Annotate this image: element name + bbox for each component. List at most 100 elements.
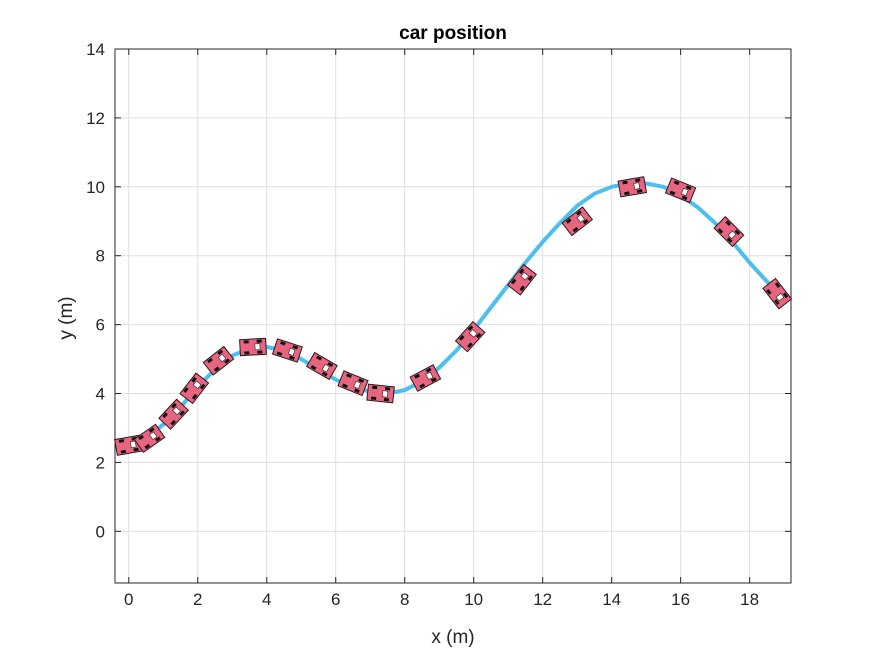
car-wheel <box>782 292 789 299</box>
car-marker <box>271 338 303 363</box>
car-wheel <box>384 386 391 391</box>
car-windshield <box>172 406 181 416</box>
x-tick-label: 10 <box>464 590 483 609</box>
car-body <box>561 206 594 237</box>
car-wheel <box>327 361 334 368</box>
car-wheel <box>207 357 213 364</box>
y-tick-label: 10 <box>86 178 105 197</box>
car-wheel <box>372 385 378 390</box>
car-body <box>305 351 338 381</box>
axes <box>114 48 792 584</box>
car-wheel <box>576 210 582 216</box>
car-wheel <box>191 376 197 383</box>
car-wheel <box>316 355 322 361</box>
car-windshield <box>727 230 737 240</box>
car-wheel <box>276 351 283 356</box>
car-wheel <box>257 350 263 354</box>
car-windshield <box>425 371 434 381</box>
x-tick-label: 16 <box>671 590 690 609</box>
car-wheel <box>766 288 772 295</box>
y-tick-label: 12 <box>86 109 105 128</box>
car-wheel <box>162 412 168 419</box>
car-windshield <box>353 380 362 389</box>
car-wheel <box>467 342 473 349</box>
car-wheel <box>342 383 348 389</box>
chart-title: car position <box>399 23 507 44</box>
car-marker <box>713 216 745 248</box>
car-wheel <box>213 366 220 372</box>
y-tick-label: 8 <box>96 247 105 266</box>
x-tick-label: 0 <box>124 590 133 609</box>
car-wheel <box>681 195 688 201</box>
x-tick-label: 2 <box>193 590 202 609</box>
car-windshield <box>775 292 785 302</box>
y-tick-label: 14 <box>86 40 105 59</box>
car-wheel <box>346 373 352 378</box>
car-wheel <box>383 397 390 402</box>
car-wheel <box>191 393 198 400</box>
car-wheel <box>669 190 676 196</box>
car-wheel <box>292 345 299 350</box>
car-wheel <box>717 228 724 234</box>
car-marker <box>454 320 486 353</box>
car-body <box>454 320 486 353</box>
car-wheel <box>358 378 364 383</box>
car-wheel <box>774 282 781 288</box>
car-body <box>179 372 210 405</box>
car-wheel <box>673 180 680 186</box>
car-wheel <box>179 410 185 417</box>
car-windshield <box>381 390 389 398</box>
car-wheel <box>244 351 250 355</box>
x-tick-label: 4 <box>262 590 271 609</box>
x-tick-label: 12 <box>533 590 552 609</box>
y-axis-label: y (m) <box>56 296 77 339</box>
car-wheel <box>624 191 630 196</box>
car-wheel <box>430 377 437 383</box>
car-wheel <box>636 189 643 193</box>
car-wheel <box>726 237 733 243</box>
car-wheel <box>243 340 249 344</box>
car-wheel <box>458 334 465 341</box>
y-tick-label: 4 <box>96 385 105 404</box>
car-body <box>202 345 235 376</box>
car-wheel <box>256 339 262 343</box>
car-windshield <box>129 440 137 449</box>
car-marker <box>617 176 648 198</box>
car-body <box>337 370 369 397</box>
car-wheel <box>467 325 474 332</box>
car-body <box>409 364 442 392</box>
car-wheel <box>280 341 286 346</box>
car-wheel <box>518 268 525 275</box>
car-wheel <box>171 402 177 409</box>
car-wheel <box>774 299 780 306</box>
car-windshield <box>254 343 261 351</box>
car-windshield <box>192 380 202 389</box>
car-marker <box>664 177 697 204</box>
car-windshield <box>287 347 296 356</box>
car-windshield <box>148 431 158 441</box>
x-tick-label: 14 <box>602 590 621 609</box>
car-body <box>366 383 395 404</box>
car-windshield <box>321 363 330 373</box>
car-marker <box>202 345 235 376</box>
car-windshield <box>520 272 530 281</box>
car-wheel <box>370 396 377 401</box>
y-tick-label: 0 <box>96 522 105 541</box>
car-wheel <box>425 367 432 373</box>
car-windshield <box>576 214 585 223</box>
car-wheel <box>199 383 206 390</box>
car-body <box>133 423 166 454</box>
car-windshield <box>217 353 227 363</box>
car-marker <box>337 370 369 397</box>
axes-box <box>114 48 792 584</box>
car-wheel <box>419 383 426 389</box>
car-wheel <box>321 371 328 377</box>
y-tick-label: 6 <box>96 316 105 335</box>
car-wheel <box>565 218 572 224</box>
car-windshield <box>680 187 689 197</box>
car-wheel <box>354 388 360 394</box>
car-marker <box>179 372 210 405</box>
car-wheel <box>155 436 161 442</box>
car-wheel <box>120 449 127 454</box>
car-wheel <box>572 226 579 233</box>
